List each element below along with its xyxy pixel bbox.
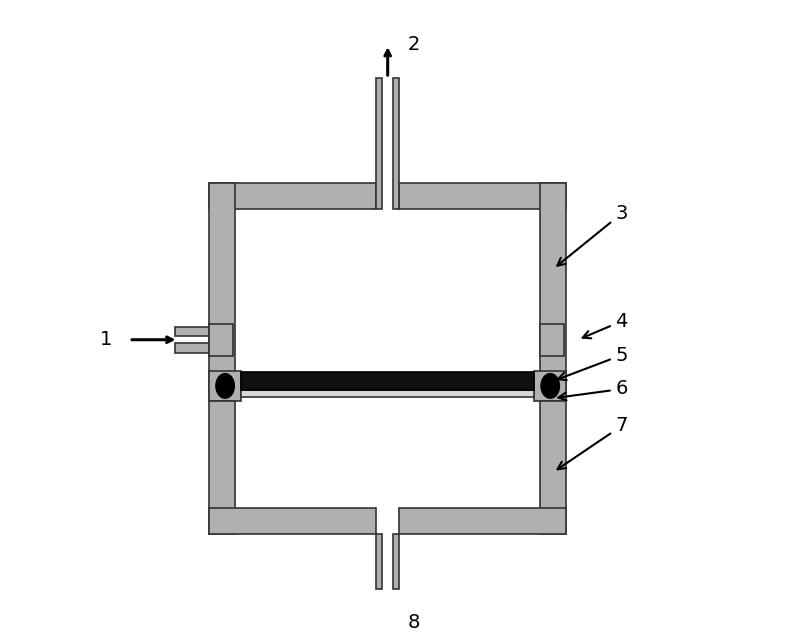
Bar [209,183,376,209]
Ellipse shape [541,373,559,398]
Bar [209,371,241,401]
Ellipse shape [216,373,234,398]
Bar [175,327,209,336]
Bar [241,390,534,397]
Text: 1: 1 [99,330,112,349]
Bar [540,183,566,398]
Text: 3: 3 [558,204,628,266]
Bar [394,534,399,589]
Bar [540,401,566,534]
Bar [241,372,534,390]
Bar [209,324,233,356]
Text: 8: 8 [407,614,420,632]
Bar [399,183,566,209]
Text: 7: 7 [558,417,628,469]
Bar [376,534,382,589]
Bar [399,508,566,534]
Bar [394,78,399,209]
Text: 5: 5 [558,345,628,380]
Bar [376,78,382,209]
Bar [209,401,235,534]
Bar [540,324,564,356]
Bar [209,183,235,398]
Bar [534,371,566,401]
Text: 6: 6 [558,380,628,400]
Bar [209,508,376,534]
Text: 2: 2 [407,35,420,53]
Text: 4: 4 [582,312,628,338]
Bar [175,343,209,353]
